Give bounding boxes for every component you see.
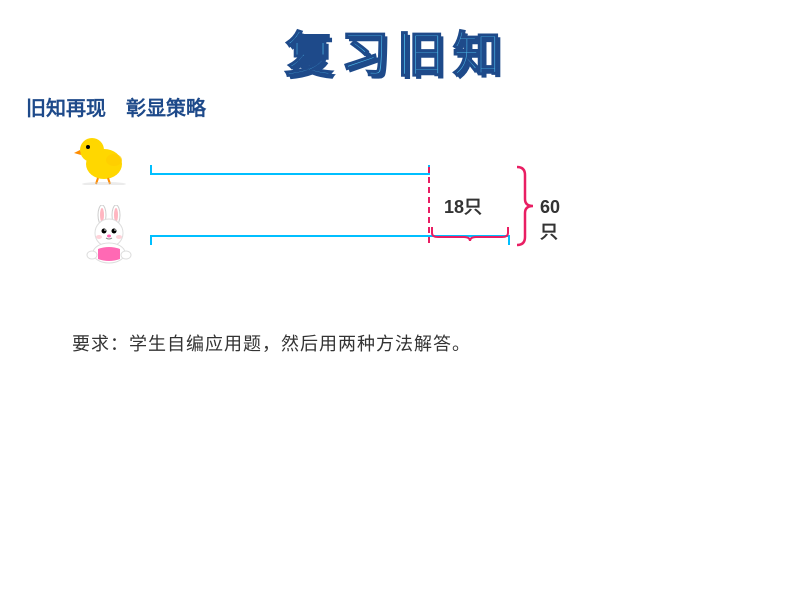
subtitle: 旧知再现 彰显策略 bbox=[26, 92, 206, 121]
title-main: 复习旧知 bbox=[285, 29, 509, 82]
rabbit-icon bbox=[80, 205, 140, 270]
comparison-diagram: 18只 60只 bbox=[70, 125, 570, 285]
difference-bracket bbox=[430, 225, 510, 237]
instruction-text: 要求：学生自编应用题，然后用两种方法解答。 bbox=[72, 330, 471, 356]
chick-icon bbox=[70, 130, 130, 190]
total-label: 60只 bbox=[540, 197, 570, 244]
chick-bar bbox=[150, 165, 430, 175]
difference-label: 18只 bbox=[444, 193, 482, 219]
total-bracket bbox=[515, 165, 535, 247]
page-title: 复习旧知 复习旧知 bbox=[285, 15, 509, 85]
